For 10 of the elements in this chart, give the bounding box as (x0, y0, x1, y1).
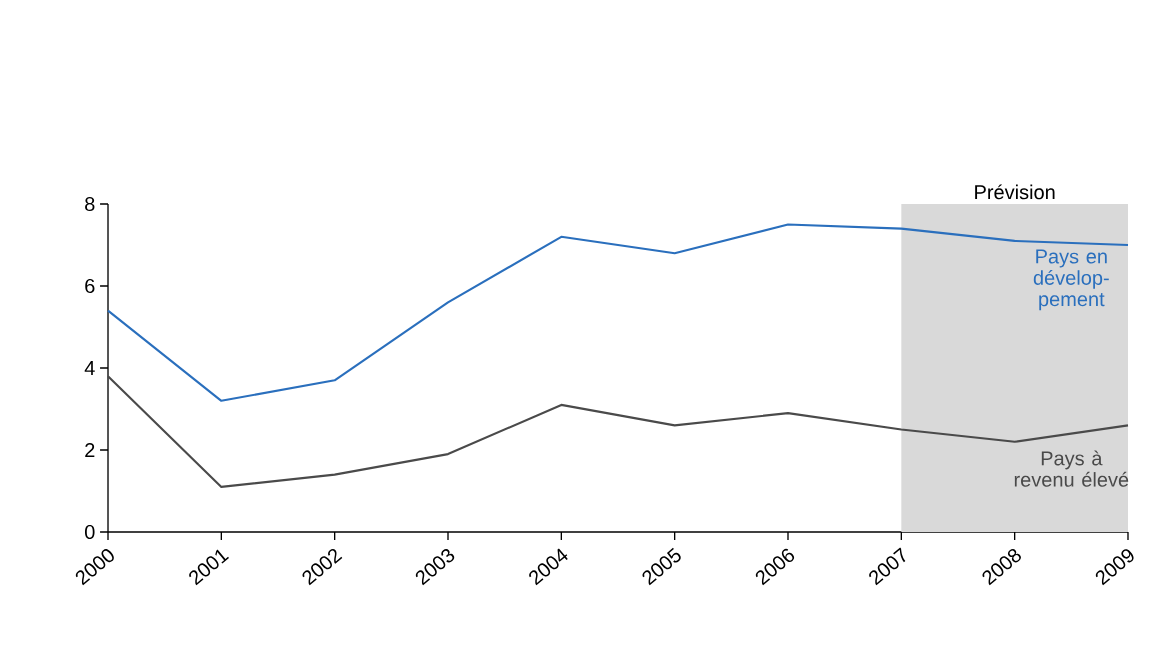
line-series (106, 375, 1130, 488)
line-series (106, 223, 1130, 402)
series-label: Pays en dévelop-pement (1033, 249, 1109, 311)
y-tick-label: 0 (85, 524, 95, 540)
y-tick-label: 2 (85, 443, 95, 457)
band-label: Prévision (975, 184, 1055, 200)
y-tick-label: 4 (84, 361, 95, 375)
series-label: Pays à revenu élevé (1014, 450, 1129, 487)
y-tick-label: 8 (85, 196, 95, 212)
y-tick-label: 6 (85, 278, 95, 294)
